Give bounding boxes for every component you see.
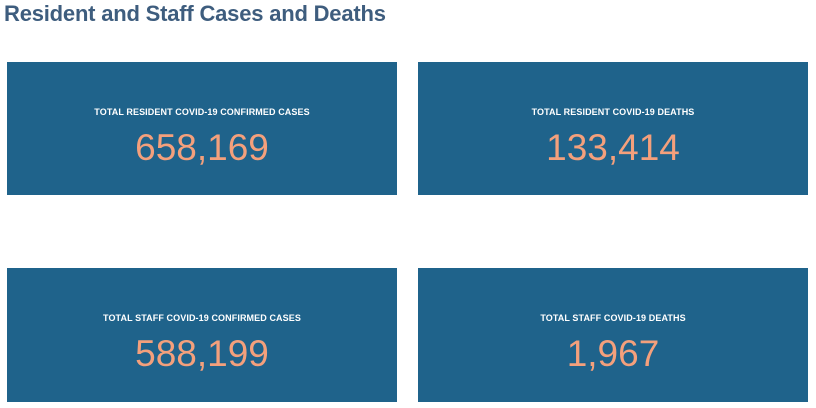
- resident-deaths-value: 133,414: [546, 127, 680, 168]
- resident-cases-value: 658,169: [135, 127, 269, 168]
- staff-cases-label: TOTAL STAFF COVID-19 CONFIRMED CASES: [103, 313, 301, 323]
- staff-cases-value: 588,199: [135, 333, 269, 374]
- page-title: Resident and Staff Cases and Deaths: [4, 1, 386, 26]
- staff-deaths-card: TOTAL STAFF COVID-19 DEATHS 1,967: [418, 268, 808, 402]
- resident-cases-label: TOTAL RESIDENT COVID-19 CONFIRMED CASES: [94, 107, 310, 117]
- staff-cases-card: TOTAL STAFF COVID-19 CONFIRMED CASES 588…: [7, 268, 397, 402]
- resident-cases-card: TOTAL RESIDENT COVID-19 CONFIRMED CASES …: [7, 62, 397, 195]
- resident-deaths-label: TOTAL RESIDENT COVID-19 DEATHS: [531, 107, 695, 117]
- staff-deaths-label: TOTAL STAFF COVID-19 DEATHS: [540, 313, 686, 323]
- resident-deaths-card: TOTAL RESIDENT COVID-19 DEATHS 133,414: [418, 62, 808, 195]
- staff-deaths-value: 1,967: [566, 333, 660, 374]
